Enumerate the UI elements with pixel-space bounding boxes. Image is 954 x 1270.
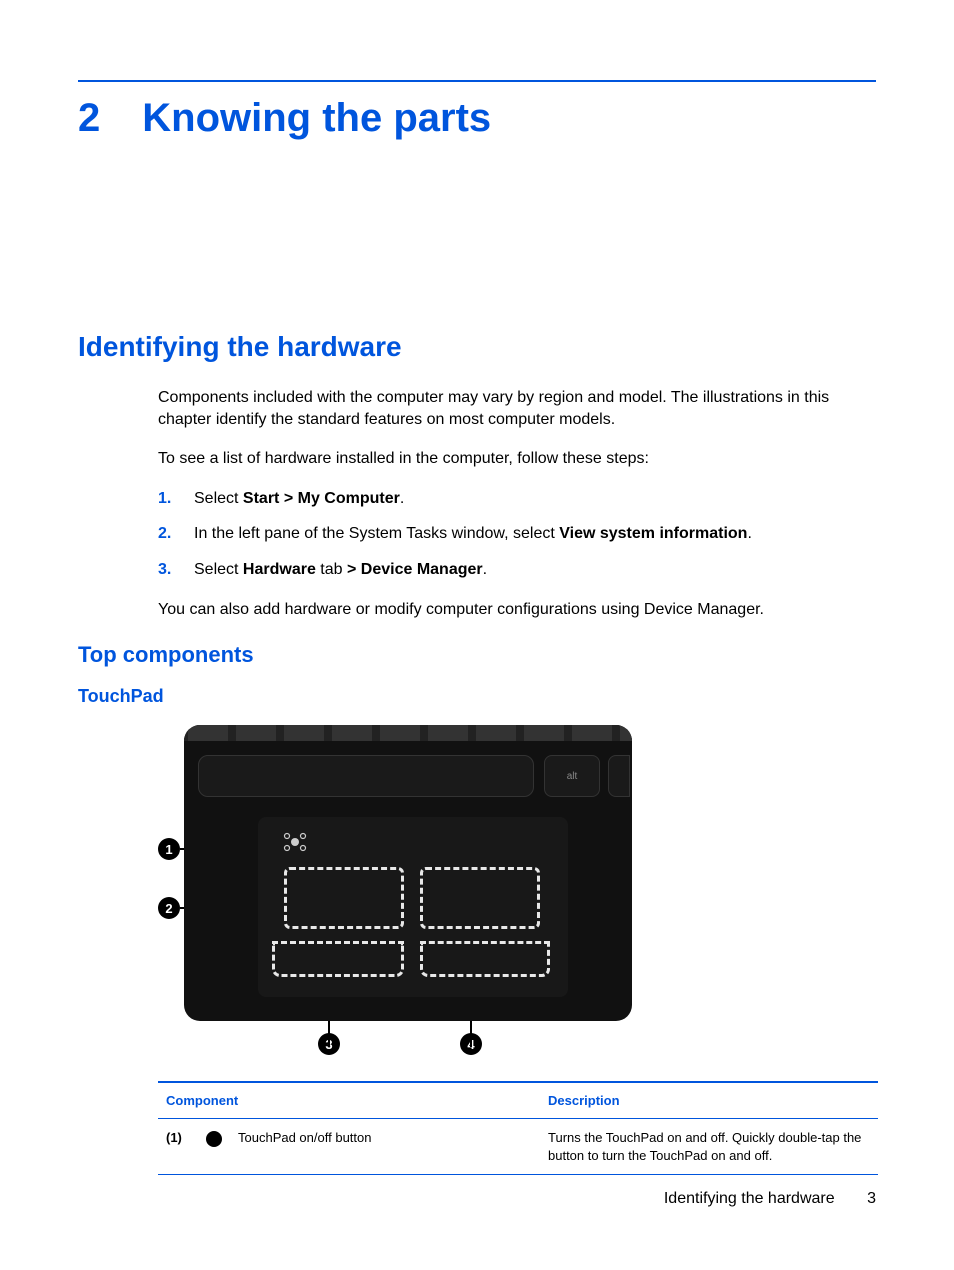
step-text-bold: Start > My Computer — [243, 490, 400, 507]
step-text-bold: Hardware — [243, 561, 316, 578]
step-text-bold: View system information — [559, 525, 747, 542]
step-text-pre: In the left pane of the System Tasks win… — [194, 525, 559, 542]
step-text-pre: Select — [194, 490, 243, 507]
component-table: Component Description (1) TouchPad on/of… — [158, 1081, 878, 1175]
row-icon-cell — [198, 1119, 230, 1175]
keyboard-top-row-icon — [184, 725, 632, 741]
chapter-header: 2 Knowing the parts — [78, 96, 876, 141]
footer-page-number: 3 — [867, 1190, 876, 1207]
step-text-post: . — [747, 525, 751, 542]
step-text-post: . — [400, 490, 404, 507]
callout-1: 1 — [158, 838, 180, 860]
step-2: 2. In the left pane of the System Tasks … — [158, 523, 876, 545]
section-heading: Identifying the hardware — [78, 331, 876, 363]
touchpad-button-left-icon — [272, 941, 404, 977]
table-header-description: Description — [540, 1082, 878, 1119]
subsection-h4: TouchPad — [78, 686, 876, 707]
laptop-illustration: alt — [184, 725, 632, 1021]
alt-key-icon: alt — [544, 755, 600, 797]
subsection-h3: Top components — [78, 642, 876, 668]
step-number: 3. — [158, 559, 171, 581]
step-text-bold2: > Device Manager — [347, 561, 483, 578]
callout-2: 2 — [158, 897, 180, 919]
step-1: 1. Select Start > My Computer. — [158, 488, 876, 510]
touchpad-zone-icon — [420, 867, 540, 929]
dot-icon — [206, 1131, 222, 1147]
steps-list: 1. Select Start > My Computer. 2. In the… — [158, 488, 876, 581]
touchpad-diagram: 1 2 3 4 alt — [158, 725, 638, 1055]
row-number: (1) — [158, 1119, 198, 1175]
touchpad-toggle-icon — [282, 829, 308, 855]
step-number: 2. — [158, 523, 171, 545]
touchpad-zone-icon — [284, 867, 404, 929]
step-number: 1. — [158, 488, 171, 510]
step-text-pre: Select — [194, 561, 243, 578]
footer-label: Identifying the hardware — [664, 1190, 835, 1207]
touchpad-button-right-icon — [420, 941, 550, 977]
step-text-post: . — [483, 561, 487, 578]
chapter-title: Knowing the parts — [142, 96, 491, 141]
step-3: 3. Select Hardware tab > Device Manager. — [158, 559, 876, 581]
page-footer: Identifying the hardware 3 — [664, 1190, 876, 1208]
spacebar-key-icon — [198, 755, 534, 797]
key-icon — [608, 755, 630, 797]
chapter-number: 2 — [78, 96, 100, 141]
row-component: TouchPad on/off button — [230, 1119, 540, 1175]
row-description: Turns the TouchPad on and off. Quickly d… — [540, 1119, 878, 1175]
section-note: You can also add hardware or modify comp… — [158, 599, 876, 621]
table-row: (1) TouchPad on/off button Turns the Tou… — [158, 1119, 878, 1175]
chapter-rule — [78, 80, 876, 82]
step-text-mid: tab — [316, 561, 347, 578]
table-header-component: Component — [158, 1082, 540, 1119]
section-leadin: To see a list of hardware installed in t… — [158, 448, 876, 470]
section-intro: Components included with the computer ma… — [158, 387, 876, 430]
